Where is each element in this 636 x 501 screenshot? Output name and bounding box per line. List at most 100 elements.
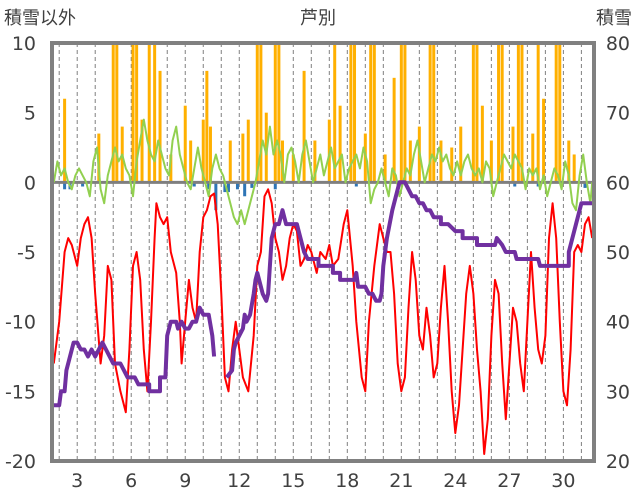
x-tick-label: 12 [227,470,251,492]
precip-bar [408,140,412,183]
precip-bar [403,43,407,183]
precip-bar [567,140,571,183]
right-axis-ticks: 80 70 60 50 40 30 20 [606,33,630,473]
precip-bar [392,77,396,183]
x-tick-label: 27 [497,470,521,492]
chart-title: 芦別 [300,8,336,29]
right-tick-label: 50 [606,242,630,264]
right-tick-label: 60 [606,172,630,194]
precip-bar [183,105,187,183]
snow_depth-line [52,305,217,408]
temperature-line [52,188,594,455]
precip-bar [333,43,337,183]
negative-bar [223,182,227,193]
precip-bar [255,43,259,183]
left-tick-label: -20 [5,451,36,473]
precip-bar [277,43,281,183]
left-tick-label: 5 [24,103,36,125]
negative-bar [250,182,254,188]
precip-bar [131,43,135,183]
negative-bars [63,182,587,211]
precip-bar [302,70,306,183]
right-tick-label: 40 [606,312,630,334]
left-tick-label: -10 [5,312,36,334]
precip-bar [63,98,67,183]
right-tick-label: 80 [606,33,630,55]
precip-bar [259,43,263,183]
right-tick-label: 20 [606,451,630,473]
precip-bar [349,43,353,183]
precip-bar [572,154,576,183]
precip-bar [338,105,342,183]
right-tick-label: 30 [606,381,630,403]
precip-bar [189,140,193,183]
precip-bar [500,43,504,183]
precip-bar [471,43,475,183]
precip-bar [313,140,317,183]
precip-bar [369,43,373,183]
negative-bar [226,182,230,193]
precip-bar [531,133,535,183]
precip-bar [432,43,436,183]
right-axis-label: 積雪 [596,8,632,29]
left-tick-label: 0 [24,172,36,194]
precip-bar [169,154,173,183]
precip-bar [383,154,387,183]
snow_depth-line [225,180,593,379]
x-tick-label: 30 [551,470,575,492]
negative-bar [235,182,239,190]
negative-bar [63,182,67,190]
wind_speed-line [52,118,594,226]
precip-bar [201,119,205,183]
x-tick-label: 9 [179,470,191,492]
precip-bar [241,133,245,183]
negative-bar [214,182,218,211]
x-axis-ticks: 3 6 9 12 15 18 21 24 27 30 [71,470,575,492]
left-axis-ticks: 10 5 0 -5 -10 -15 -20 [5,33,36,473]
x-tick-label: 24 [443,470,467,492]
precip-bar [205,70,209,183]
negative-bar [81,182,85,187]
precip-bar [480,105,484,183]
precip-bar [273,43,277,183]
precip-bar [439,140,443,183]
negative-bar [192,182,196,187]
left-tick-label: -15 [5,381,36,403]
precip-bar [372,43,376,183]
negative-bar [583,182,587,188]
precipitation-bars [63,43,576,183]
left-axis-label: 積雪以外 [4,8,76,29]
precip-bar [489,140,493,183]
precip-bar [228,140,232,183]
x-tick-label: 21 [389,470,413,492]
precip-bar [558,43,562,183]
x-tick-label: 18 [335,470,359,492]
precip-bar [542,98,546,183]
precip-bar [111,43,115,183]
precip-bar [475,43,479,183]
precip-bar [147,43,151,183]
negative-bar [354,182,358,187]
negative-bar [273,182,277,190]
plot-frame [50,41,596,463]
precip-bar [153,43,157,183]
left-tick-label: 10 [12,33,36,55]
precip-bar [399,43,403,183]
precip-bar [208,126,212,183]
precip-bar [140,119,144,183]
precip-bar [246,119,250,183]
left-tick-label: -5 [17,242,36,264]
precip-bar [353,43,357,183]
precip-bar [459,126,463,183]
negative-bar [513,182,517,187]
negative-bar [243,182,247,197]
precip-bar [115,43,119,183]
precip-bar [291,154,295,183]
precip-bar [516,43,520,183]
x-tick-label: 6 [125,470,137,492]
precip-bar [497,43,501,183]
series-lines [52,118,594,455]
precip-bar [520,43,524,183]
precip-bar [158,70,162,183]
